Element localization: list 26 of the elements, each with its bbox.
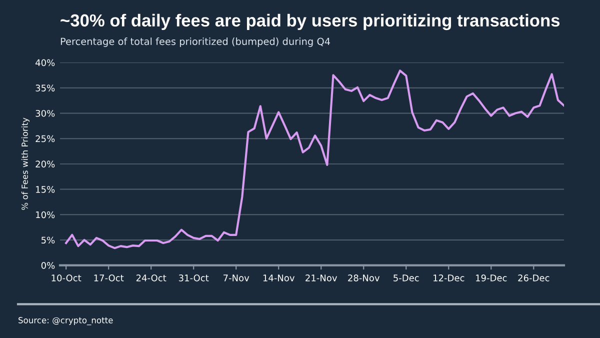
x-tick-label: 12-Dec — [434, 274, 464, 282]
source-note: Source: @crypto_notte — [18, 317, 113, 326]
line-series — [65, 70, 564, 250]
y-tick-label: 5% — [42, 236, 55, 244]
y-tick-label: 15% — [36, 186, 55, 193]
chart-subtitle: Percentage of total fees prioritized (bumped) during Q4 — [60, 38, 330, 47]
y-tick-label: 25% — [36, 135, 55, 142]
x-tick-label: 5-Dec — [394, 274, 419, 282]
x-tick-label: 24-Oct — [136, 274, 166, 282]
x-tick-label: 17-Oct — [94, 274, 124, 282]
chart-title: ~30% of daily fees are paid by users prioritizing transactions — [60, 14, 560, 30]
y-axis-title: % of Fees with Priority — [21, 118, 30, 210]
x-tick-label: 19-Dec — [476, 274, 507, 282]
y-tick-label: 10% — [36, 211, 55, 218]
x-tick-label: 7-Nov — [224, 274, 250, 282]
x-tick-label: 21-Nov — [306, 274, 338, 282]
x-tick-label: 31-Oct — [178, 274, 209, 282]
y-tick-label: 0% — [41, 262, 55, 269]
x-tick-label: 26-Dec — [518, 274, 550, 282]
y-tick-label: 20% — [36, 160, 55, 168]
y-tick-label: 35% — [36, 84, 55, 92]
y-tick-label: 30% — [36, 110, 55, 117]
x-tick-label: 10-Oct — [52, 274, 82, 282]
x-tick-label: 14-Nov — [263, 274, 295, 282]
y-tick-label: 40% — [36, 59, 55, 66]
x-tick-label: 28-Nov — [348, 274, 380, 282]
